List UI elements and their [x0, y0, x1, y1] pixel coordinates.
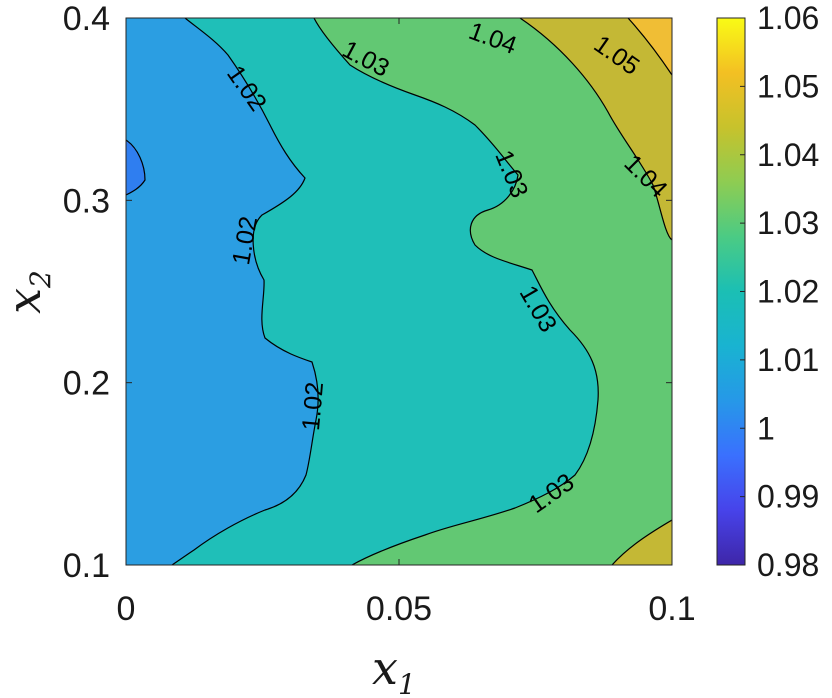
- colorbar-tick-label: 1: [757, 410, 775, 446]
- colorbar-tick-label: 0.99: [757, 479, 819, 515]
- region-level-1-02-1-03: [172, 18, 599, 565]
- region-level-below-1-01: [126, 140, 145, 195]
- colorbar-tick-label: 1.01: [757, 342, 819, 378]
- x-axis-label-base: x: [372, 641, 398, 695]
- x-tick-label: 0.1: [648, 590, 695, 628]
- plot-area: 1.02 1.02 1.02 1.03 1.03 1.03 1.03 1.04 …: [126, 18, 672, 565]
- contour-label: 1.02: [297, 381, 329, 432]
- colorbar-tick-label: 1.03: [757, 205, 819, 241]
- x-axis: 0 0.05 0.1: [117, 18, 696, 628]
- x-axis-label-subscript: 1: [398, 668, 416, 698]
- region-level-1-04-1-05-corner: [612, 520, 672, 565]
- contour-line-1-04-top: [519, 18, 672, 241]
- colorbar-tick-label: 1.06: [757, 0, 819, 36]
- y-axis: 0.1 0.2 0.3 0.4: [63, 0, 672, 585]
- contour-line-1-03: [313, 18, 599, 565]
- y-axis-label-subscript: 2: [24, 270, 57, 289]
- contour-line-1-04-corner: [611, 519, 672, 565]
- contour-line-1-02: [171, 18, 319, 565]
- contour-lines: [126, 18, 672, 565]
- region-level-1-05-1-06: [628, 18, 672, 75]
- y-tick-label: 0.2: [63, 365, 110, 403]
- y-axis-label: x2: [0, 270, 57, 314]
- y-tick-label: 0.1: [63, 547, 110, 585]
- x-axis-label: x1: [372, 641, 416, 698]
- y-axis-label-base: x: [0, 288, 51, 314]
- region-level-1-01-1-02: [126, 18, 319, 565]
- region-level-1-04-1-05: [520, 18, 672, 240]
- y-tick-label: 0.3: [63, 182, 110, 220]
- colorbar-tick-label: 0.98: [757, 547, 819, 583]
- y-tick-label: 0.4: [63, 0, 110, 38]
- colorbar-tick-label: 1.04: [757, 137, 819, 173]
- contour-line-1-05: [627, 18, 672, 76]
- contour-line-1-01: [126, 139, 146, 196]
- colorbar-tick-label: 1.05: [757, 68, 819, 104]
- colorbar-ticks: 0.98 0.99 1 1.01 1.02 1.03 1.04 1.05 1.06: [740, 0, 819, 583]
- x-tick-label: 0: [117, 590, 136, 628]
- colorbar-tick-label: 1.02: [757, 274, 819, 310]
- x-tick-label: 0.05: [366, 590, 432, 628]
